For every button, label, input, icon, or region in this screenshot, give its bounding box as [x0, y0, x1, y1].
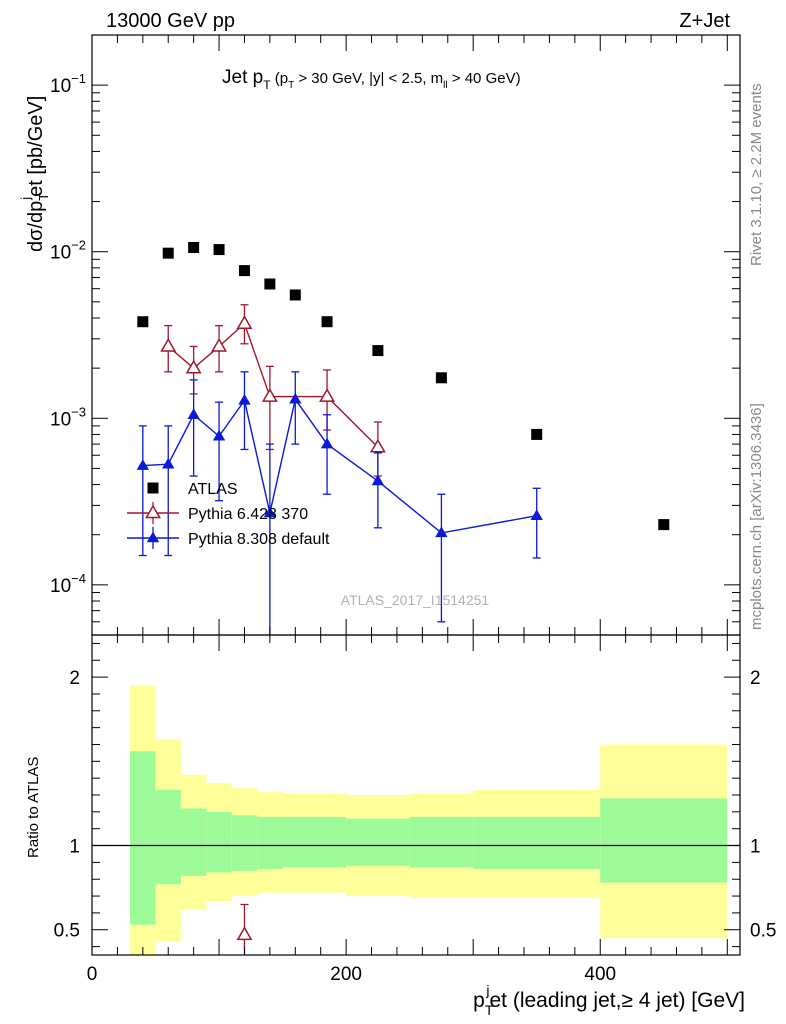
main-plot-series: [136, 241, 670, 635]
data-point-0-3: [213, 244, 225, 256]
ratio-plot-series: [236, 903, 253, 955]
data-point-2-3: [187, 408, 200, 419]
data-point-2-9: [435, 526, 448, 538]
legend-marker-2: [146, 531, 160, 543]
series-line-1: [167, 322, 379, 448]
data-point-0-10: [531, 428, 543, 440]
data-point-0-11: [658, 519, 670, 531]
data-point-2-10: [530, 509, 543, 520]
x-tick-label-2: 400: [584, 964, 616, 985]
ratio-inner-band-5: [257, 816, 283, 870]
ratio-uncertainty-bands: [130, 685, 728, 955]
legend-label-1: Pythia 6.428 370: [188, 506, 308, 523]
mcplots-side-text: mcplots.cern.ch [arXiv:1306.3436]: [748, 403, 765, 630]
ratio-inner-band-4: [231, 815, 258, 871]
rivet-side-text: Rivet 3.1.10, ≥ 2.2M events: [748, 84, 765, 267]
data-point-0-7: [321, 316, 333, 328]
data-point-0-9: [435, 372, 447, 384]
ratio-y-tick-label-left-1: 1: [69, 837, 80, 858]
data-point-1-0: [160, 337, 177, 352]
ratio-inner-band-1: [155, 789, 181, 885]
data-point-1-4: [261, 388, 278, 402]
series-1: [160, 304, 386, 477]
data-point-2-8: [371, 474, 385, 486]
ratio-y-axis-label: Ratio to ATLAS: [25, 757, 42, 858]
x-tick-label-1: 200: [330, 964, 362, 985]
watermark: ATLAS_2017_I1514251: [341, 592, 490, 608]
ratio-inner-band-9: [473, 816, 601, 870]
ratio-y-tick-label-right-2: 2: [750, 668, 761, 689]
data-point-0-5: [264, 278, 276, 290]
data-point-2-7: [320, 437, 334, 449]
ratio-y-tick-label-left-0: 0.5: [54, 921, 80, 942]
data-point-1-2: [211, 337, 228, 352]
main-y-tick-label-0: 10−1: [50, 71, 86, 97]
data-point-2-1: [162, 457, 175, 469]
data-point-0-2: [188, 241, 200, 253]
axes: 10−1 10−2 10−3 10−4 0.5 0.5 1 1 2 2 0 200 400: [50, 34, 776, 985]
ratio-inner-band-10: [600, 798, 728, 883]
header-left: 13000 GeV pp: [106, 10, 235, 32]
ratio-y-tick-label-right-1: 1: [750, 837, 761, 858]
data-point-2-4: [238, 393, 251, 405]
data-point-0-1: [162, 247, 174, 259]
main-y-tick-label-3: 10−4: [50, 571, 86, 597]
main-y-axis-label: dσ/dpTjet [pb/GeV]: [18, 96, 51, 252]
ratio-inner-band-8: [409, 816, 474, 868]
header-right: Z+Jet: [679, 10, 730, 32]
data-point-0-0: [137, 316, 149, 328]
main-y-tick-label-2: 10−3: [50, 404, 86, 430]
ratio-inner-band-3: [206, 811, 232, 873]
legend-label-0: ATLAS: [188, 481, 238, 498]
data-point-1-3: [236, 315, 253, 329]
main-title: Jet pT (pT > 30 GeV, |y| < 2.5, mll > 40…: [222, 67, 521, 92]
ratio-y-tick-label-right-0: 0.5: [750, 921, 776, 942]
data-point-1-1: [185, 359, 202, 374]
data-point-2-0: [136, 459, 149, 470]
legend-label-2: Pythia 8.308 default: [188, 531, 330, 548]
series-2: [136, 371, 543, 635]
data-point-1-5: [319, 388, 336, 402]
data-point-2-2: [212, 429, 226, 441]
legend-marker-0: [147, 482, 159, 494]
ratio-point-0-0: [236, 926, 253, 941]
legend-marker-1: [145, 504, 161, 519]
legend: ATLAS Pythia 6.428 370 Pythia 8.308 defaul…: [127, 481, 330, 549]
data-point-0-6: [289, 289, 301, 301]
ratio-inner-band-6: [282, 816, 347, 868]
data-point-1-6: [369, 438, 386, 453]
ratio-y-tick-label-left-2: 2: [69, 668, 80, 689]
ratio-inner-band-2: [180, 808, 207, 876]
data-point-0-4: [238, 265, 250, 277]
data-point-2-6: [289, 392, 302, 404]
ratio-inner-band-7: [346, 818, 410, 866]
main-y-tick-label-1: 10−2: [50, 238, 86, 264]
series-0: [137, 241, 670, 531]
ratio-inner-band-0: [130, 751, 156, 925]
data-point-2-5: [263, 506, 277, 518]
data-point-0-8: [372, 345, 384, 357]
x-axis-label: pTjet (leading jet,≥ 4 jet) [GeV]: [473, 982, 745, 1018]
x-tick-label-0: 0: [87, 964, 98, 985]
